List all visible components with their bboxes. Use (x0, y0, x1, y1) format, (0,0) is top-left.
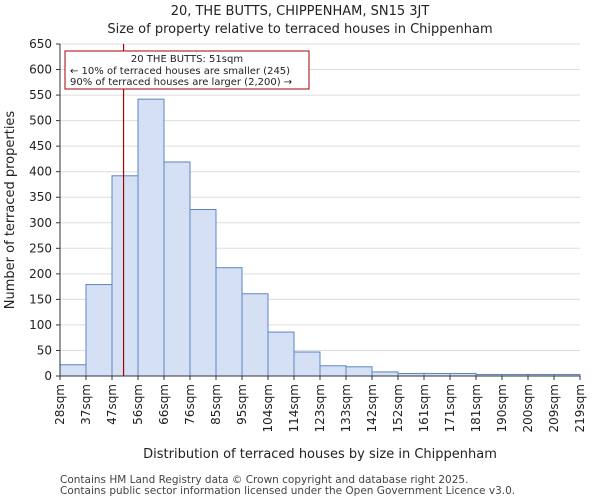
y-tick-label: 200 (29, 267, 52, 281)
histogram-bar (111, 175, 139, 377)
y-tick-label: 450 (29, 139, 52, 153)
y-tick-label: 550 (29, 88, 52, 102)
x-tick-label: 209sqm (547, 384, 561, 432)
x-tick-label: 28sqm (53, 384, 67, 425)
histogram-bar (241, 293, 269, 377)
x-tick-label: 37sqm (79, 384, 93, 425)
x-tick-label: 76sqm (183, 384, 197, 425)
histogram-bar (137, 98, 165, 377)
x-tick-label: 142sqm (365, 384, 379, 432)
x-tick-label: 104sqm (261, 384, 275, 432)
histogram-bar (293, 351, 321, 377)
y-tick-label: 0 (44, 369, 52, 383)
histogram-bar (189, 208, 217, 377)
histogram-bar (85, 284, 113, 377)
x-tick-label: 171sqm (443, 384, 457, 432)
annotation-title: 20 THE BUTTS: 51sqm (131, 54, 243, 65)
annotation-smaller: ← 10% of terraced houses are smaller (24… (70, 66, 290, 77)
y-tick-label: 650 (29, 37, 52, 51)
annotation-box (64, 50, 310, 90)
x-tick-label: 152sqm (391, 384, 405, 432)
y-tick-label: 400 (29, 165, 52, 179)
y-tick-label: 150 (29, 292, 52, 306)
y-tick-label: 500 (29, 114, 52, 128)
x-tick-label: 56sqm (131, 384, 145, 425)
x-tick-label: 219sqm (573, 384, 587, 432)
y-tick-label: 300 (29, 216, 52, 230)
x-tick-label: 47sqm (105, 384, 119, 425)
x-tick-label: 133sqm (339, 384, 353, 432)
histogram-bar (163, 161, 191, 377)
x-tick-label: 181sqm (469, 384, 483, 432)
y-tick-label: 50 (37, 343, 52, 357)
x-tick-label: 123sqm (313, 384, 327, 432)
x-tick-label: 190sqm (495, 384, 509, 432)
x-axis-label: Distribution of terraced houses by size … (143, 447, 497, 462)
x-tick-label: 95sqm (235, 384, 249, 425)
histogram-bar (371, 371, 399, 377)
y-tick-label: 250 (29, 241, 52, 255)
histogram-bar (59, 364, 87, 377)
histogram-bar (215, 267, 243, 377)
y-tick-label: 100 (29, 318, 52, 332)
chart-title: 20, THE BUTTS, CHIPPENHAM, SN15 3JT (170, 4, 430, 19)
x-tick-label: 200sqm (521, 384, 535, 432)
x-tick-label: 114sqm (287, 384, 301, 432)
footer-line-2: Contains public sector information licen… (60, 485, 516, 497)
histogram-bar (345, 366, 373, 377)
x-tick-label: 161sqm (417, 384, 431, 432)
footer-line-1: Contains HM Land Registry data © Crown c… (60, 474, 469, 486)
chart-subtitle: Size of property relative to terraced ho… (107, 22, 493, 37)
y-axis-label: Number of terraced properties (3, 111, 18, 310)
x-tick-label: 66sqm (157, 384, 171, 425)
y-tick-label: 350 (29, 190, 52, 204)
y-tick-label: 600 (29, 63, 52, 77)
x-tick-label: 85sqm (209, 384, 223, 425)
annotation-larger: 90% of terraced houses are larger (2,200… (70, 77, 292, 88)
histogram-bar (267, 331, 295, 377)
histogram-bar (319, 365, 347, 377)
